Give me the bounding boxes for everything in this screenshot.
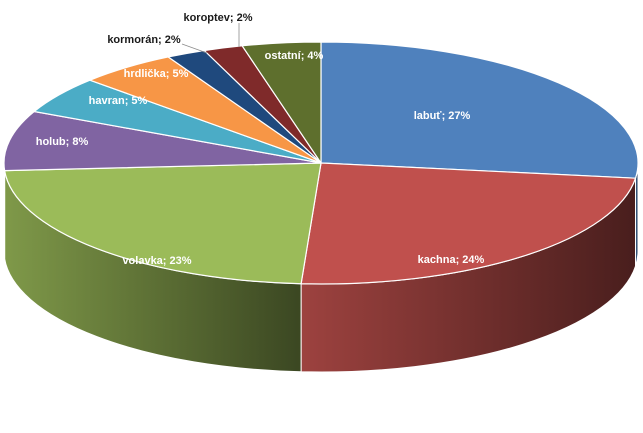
data-label-labut: labuť; 27% <box>414 110 471 122</box>
data-label-ostatni: ostatní; 4% <box>265 50 324 62</box>
data-label-kormoran: kormorán; 2% <box>107 34 181 46</box>
leader-line-kormoran <box>181 43 208 54</box>
data-label-kachna: kachna; 24% <box>418 254 485 266</box>
pie-slice-kachna <box>300 162 637 285</box>
data-label-volavka: volavka; 23% <box>122 255 191 267</box>
pie-slice-labut <box>320 41 639 179</box>
data-label-holub: holub; 8% <box>36 136 89 148</box>
pie-slice-volavka <box>4 162 322 285</box>
data-label-havran: havran; 5% <box>89 95 148 107</box>
data-label-koroptev: koroptev; 2% <box>183 12 252 24</box>
pie-slice-ostatni <box>241 41 322 164</box>
data-label-hrdlicka: hrdlička; 5% <box>124 68 189 80</box>
pie-slice-holub <box>3 110 322 172</box>
pie-side-holub <box>3 162 6 260</box>
